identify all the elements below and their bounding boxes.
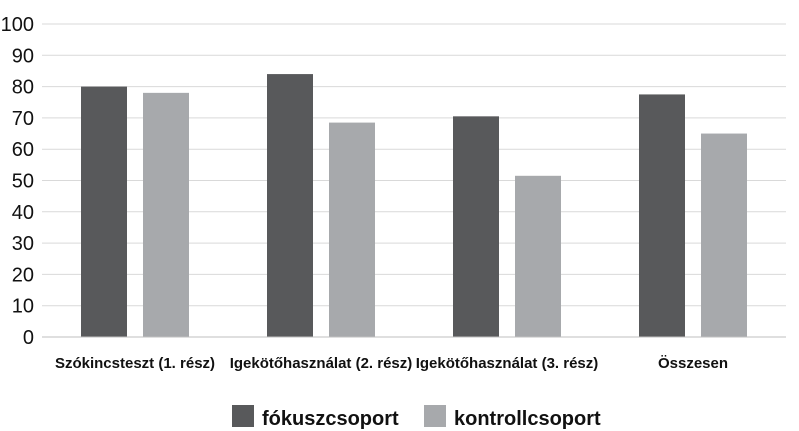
legend-label: kontrollcsoport <box>454 408 601 430</box>
y-tick-label: 70 <box>12 108 34 130</box>
bar <box>81 86 127 337</box>
bar <box>453 116 499 338</box>
bar <box>329 122 375 337</box>
y-tick-label: 10 <box>12 296 34 318</box>
bars <box>81 74 747 338</box>
bar <box>267 74 313 337</box>
y-axis-ticks: 0 10 20 30 40 50 60 70 80 90 100 <box>1 14 34 349</box>
y-tick-label: 0 <box>23 327 34 349</box>
y-tick-label: 20 <box>12 264 34 286</box>
y-tick-label: 30 <box>12 233 34 255</box>
y-tick-label: 50 <box>12 171 34 193</box>
x-category-label: Igekötőhasználat (3. rész) <box>416 355 599 372</box>
bar <box>515 175 561 337</box>
y-tick-label: 40 <box>12 202 34 224</box>
bar <box>701 133 747 337</box>
legend: fókuszcsoport kontrollcsoport <box>232 405 601 430</box>
legend-label: fókuszcsoport <box>262 408 399 430</box>
x-category-label: Igekötőhasználat (2. rész) <box>230 355 413 372</box>
category-labels: Szókincsteszt (1. rész) Igekötőhasználat … <box>55 355 728 372</box>
y-tick-label: 60 <box>12 139 34 161</box>
bar <box>639 94 685 337</box>
legend-swatch <box>232 405 254 427</box>
x-category-label: Összesen <box>658 355 728 372</box>
x-category-label: Szókincsteszt (1. rész) <box>55 355 215 372</box>
legend-swatch <box>424 405 446 427</box>
bar <box>143 92 189 337</box>
y-tick-label: 90 <box>12 45 34 67</box>
y-tick-label: 100 <box>1 14 34 36</box>
y-tick-label: 80 <box>12 77 34 99</box>
